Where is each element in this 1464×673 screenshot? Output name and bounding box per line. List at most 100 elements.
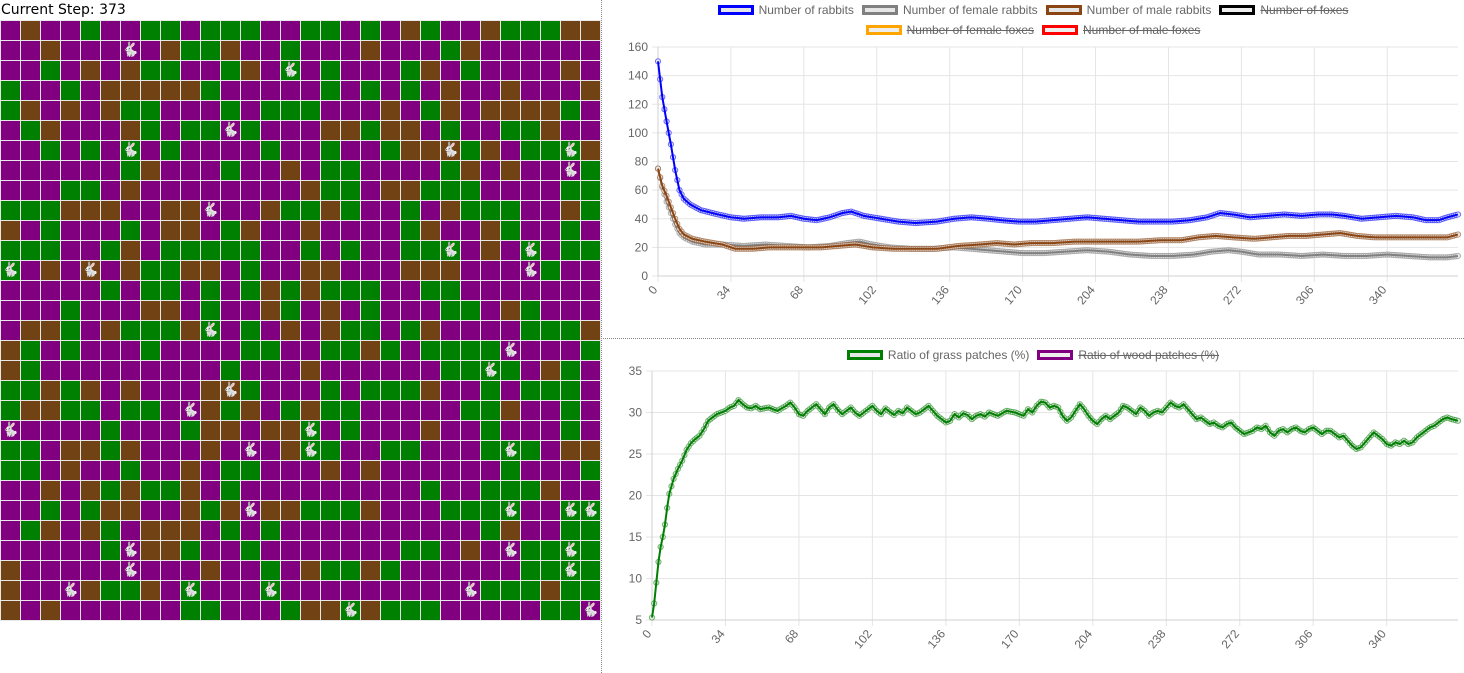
grass-patch bbox=[501, 501, 520, 520]
wood-patch bbox=[221, 601, 240, 620]
wood-patch bbox=[141, 441, 160, 460]
rabbit-icon-brown: 🐇 bbox=[1, 422, 20, 438]
wood-patch bbox=[221, 81, 240, 100]
dirt-patch bbox=[221, 41, 240, 60]
dirt-patch bbox=[161, 41, 180, 60]
grass-patch bbox=[201, 501, 220, 520]
wood-patch bbox=[41, 361, 60, 380]
wood-patch bbox=[261, 81, 280, 100]
wood-patch bbox=[21, 501, 40, 520]
wood-patch bbox=[501, 381, 520, 400]
wood-patch bbox=[221, 581, 240, 600]
wood-patch bbox=[201, 461, 220, 480]
wood-patch bbox=[161, 161, 180, 180]
dirt-patch bbox=[401, 21, 420, 40]
wood-patch bbox=[361, 221, 380, 240]
grass-patch bbox=[401, 221, 420, 240]
grass-patch bbox=[141, 121, 160, 140]
dirt-patch bbox=[101, 81, 120, 100]
grass-patch bbox=[281, 281, 300, 300]
grass-patch bbox=[1, 81, 20, 100]
wood-patch bbox=[101, 601, 120, 620]
simulation-grid[interactable]: 🐇 🐇 🐇 🐇 🐇 🐇 🐇 🐇 🐇 🐇 🐇 🐇 🐇 🐇 🐇 🐇 🐇 🐇 🐇 🐇 🐇 🐇 🐇 🐇 🐇 🐇 🐇 🐇 🐇 🐇 🐇 🐇 🐇 🐇 🐇 🐇 🐇 🐇 bbox=[0, 20, 601, 621]
dirt-patch bbox=[561, 201, 580, 220]
wood-patch bbox=[321, 521, 340, 540]
legend-item[interactable]: Number of male foxes bbox=[1042, 22, 1200, 37]
wood-patch bbox=[221, 561, 240, 580]
rabbit-icon-brown: 🐇 bbox=[221, 382, 240, 398]
legend-item[interactable]: Ratio of wood patches (%) bbox=[1037, 347, 1219, 362]
grass-patch bbox=[61, 181, 80, 200]
wood-patch bbox=[241, 141, 260, 160]
wood-patch bbox=[241, 101, 260, 120]
wood-patch bbox=[101, 401, 120, 420]
wood-patch bbox=[561, 81, 580, 100]
wood-patch bbox=[161, 441, 180, 460]
legend-swatch bbox=[1219, 4, 1256, 15]
y-tick-label: 30 bbox=[629, 406, 643, 420]
wood-patch bbox=[581, 301, 600, 320]
wood-patch bbox=[341, 301, 360, 320]
grass-patch bbox=[261, 101, 280, 120]
grass-patch bbox=[101, 281, 120, 300]
grass-patch bbox=[241, 261, 260, 280]
dirt-patch bbox=[321, 301, 340, 320]
dirt-patch bbox=[21, 101, 40, 120]
legend-item[interactable]: Number of female foxes bbox=[865, 22, 1034, 37]
wood-patch bbox=[41, 161, 60, 180]
grass-patch bbox=[41, 61, 60, 80]
dirt-patch bbox=[501, 81, 520, 100]
rabbit-icon-white: 🐇 bbox=[341, 602, 360, 618]
grass-patch bbox=[421, 281, 440, 300]
wood-patch bbox=[361, 541, 380, 560]
grass-patch bbox=[501, 21, 520, 40]
rabbit-icon-white: 🐇 bbox=[501, 442, 520, 458]
rabbit-icon-white: 🐇 bbox=[1, 262, 20, 278]
grass-patch bbox=[521, 481, 540, 500]
rabbit-icon-white: 🐇 bbox=[81, 262, 100, 278]
dirt-patch bbox=[61, 101, 80, 120]
wood-patch bbox=[41, 461, 60, 480]
dirt-patch bbox=[461, 161, 480, 180]
grass-patch bbox=[301, 21, 320, 40]
wood-patch bbox=[181, 281, 200, 300]
legend-label: Ratio of wood patches (%) bbox=[1078, 347, 1220, 362]
legend-item[interactable]: Number of male rabbits bbox=[1045, 2, 1211, 17]
grass-patch bbox=[321, 401, 340, 420]
dirt-patch bbox=[201, 401, 220, 420]
x-tick-label: 34 bbox=[708, 627, 728, 646]
wood-patch bbox=[281, 241, 300, 260]
wood-patch bbox=[1, 521, 20, 540]
wood-patch bbox=[41, 101, 60, 120]
grass-patch bbox=[181, 421, 200, 440]
legend-item[interactable]: Ratio of grass patches (%) bbox=[846, 347, 1029, 362]
grass-patch bbox=[321, 161, 340, 180]
grass-patch bbox=[541, 21, 560, 40]
grass-patch bbox=[441, 41, 460, 60]
wood-patch bbox=[61, 41, 80, 60]
grass-patch bbox=[461, 301, 480, 320]
dirt-patch bbox=[41, 321, 60, 340]
wood-patch bbox=[161, 461, 180, 480]
dirt-patch bbox=[421, 141, 440, 160]
legend-item[interactable]: Number of female rabbits bbox=[861, 2, 1038, 17]
dirt-patch bbox=[361, 561, 380, 580]
wood-patch bbox=[521, 601, 540, 620]
legend-swatch bbox=[846, 349, 883, 360]
wood-patch bbox=[541, 421, 560, 440]
wood-patch bbox=[61, 21, 80, 40]
wood-patch bbox=[301, 121, 320, 140]
grass-patch bbox=[121, 221, 140, 240]
grass-patch bbox=[481, 401, 500, 420]
grass-patch bbox=[461, 501, 480, 520]
dirt-patch bbox=[101, 321, 120, 340]
legend-item[interactable]: Number of rabbits bbox=[717, 2, 854, 17]
x-tick-label: 340 bbox=[1366, 283, 1390, 308]
grass-patch bbox=[541, 381, 560, 400]
wood-patch bbox=[301, 481, 320, 500]
legend-item[interactable]: Number of foxes bbox=[1219, 2, 1348, 17]
wood-patch bbox=[501, 61, 520, 80]
wood-patch bbox=[321, 541, 340, 560]
grass-patch bbox=[521, 21, 540, 40]
grass-patch bbox=[61, 341, 80, 360]
